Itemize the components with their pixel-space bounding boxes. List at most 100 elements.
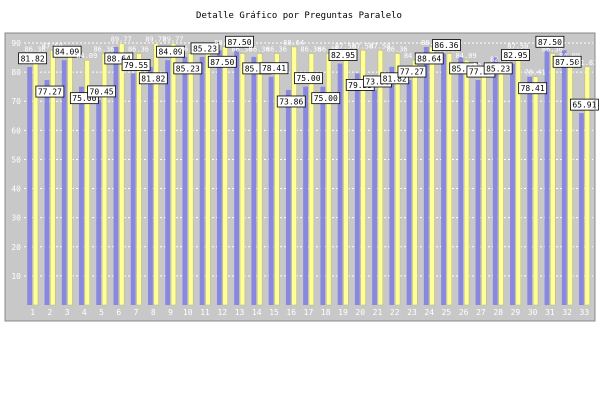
data-label-box <box>311 92 341 105</box>
x-tick-label: 20 <box>355 308 365 317</box>
y-tick-label: 10 <box>11 272 21 281</box>
data-label: 86.36 <box>180 46 201 54</box>
data-label: 86.36 <box>318 46 339 54</box>
bar <box>360 50 366 306</box>
data-label: 79.55 <box>348 81 372 90</box>
data-label-box <box>190 42 220 55</box>
grid-layer <box>24 42 593 277</box>
x-tick-label: 15 <box>269 308 279 317</box>
data-label: 78.41 <box>525 69 546 77</box>
bar <box>561 50 567 306</box>
data-label: 75.00 <box>296 74 320 83</box>
y-tick-label: 70 <box>11 97 21 106</box>
y-tick-label: 20 <box>11 243 21 252</box>
data-label: 84.09 <box>55 48 79 57</box>
bar <box>216 50 222 306</box>
data-label-box <box>552 55 582 68</box>
data-label: 89.77 <box>111 36 132 44</box>
data-label-box <box>518 82 548 95</box>
bar <box>544 50 550 306</box>
data-label: 82.95 <box>490 56 511 64</box>
data-label-box <box>18 52 48 65</box>
bar <box>446 53 453 306</box>
bar <box>441 53 446 306</box>
bar <box>44 80 50 305</box>
data-label-box <box>397 65 427 78</box>
data-label-box <box>276 95 306 108</box>
bar <box>147 66 153 305</box>
data-label-box <box>69 92 99 105</box>
y-tick-label: 30 <box>11 214 21 223</box>
data-label: 65.91 <box>572 101 596 110</box>
data-label-box <box>35 85 65 98</box>
data-label: 73.86 <box>279 97 303 106</box>
bar <box>136 53 142 306</box>
bar <box>337 63 343 306</box>
bar <box>61 60 67 305</box>
data-label: 84.09 <box>159 48 183 57</box>
x-tick-label: 25 <box>442 308 452 317</box>
data-label: 82.95 <box>503 51 527 60</box>
bar <box>84 59 90 306</box>
plot-border <box>4 32 596 322</box>
x-tick-label: 22 <box>390 308 400 317</box>
data-label-box <box>207 55 237 68</box>
chart-title: Detalle Gráfico por Preguntas Paralelo <box>196 11 402 21</box>
data-label-box <box>535 35 565 48</box>
data-label: 88.64 <box>283 39 304 47</box>
data-label: 77.27 <box>469 68 493 77</box>
x-tick-label: 27 <box>476 308 486 317</box>
x-tick-label: 7 <box>134 308 139 317</box>
data-label: 87.50 <box>538 38 562 47</box>
data-label: 86.36 <box>93 46 114 54</box>
x-tick-label: 24 <box>424 308 434 317</box>
data-label: 87.50 <box>335 42 356 50</box>
bar <box>27 66 33 305</box>
bar <box>205 50 211 306</box>
data-label: 86.36 <box>434 41 458 50</box>
data-label: 85.23 <box>176 64 200 73</box>
bar <box>308 53 315 306</box>
y-tick-label: 40 <box>11 185 21 194</box>
data-label: 85.23 <box>245 64 269 73</box>
data-label: 87.50 <box>210 58 234 67</box>
x-tick-label: 33 <box>580 308 590 317</box>
data-label: 87.50 <box>555 58 579 67</box>
data-label: 86.36 <box>128 46 149 54</box>
bar <box>153 43 159 306</box>
bar <box>222 46 228 306</box>
bar <box>550 53 556 306</box>
x-tick-label: 5 <box>99 308 104 317</box>
data-label-box <box>569 98 599 111</box>
x-tick-label: 6 <box>116 308 121 317</box>
bar <box>458 56 464 305</box>
y-tick-label: 90 <box>11 39 21 48</box>
bar <box>274 53 280 306</box>
x-tick-label: 8 <box>151 308 156 317</box>
data-label-box <box>501 49 530 61</box>
bar <box>475 80 481 305</box>
data-label: 88.64 <box>107 54 131 63</box>
data-label: 86.36 <box>24 46 45 54</box>
bar <box>354 73 360 305</box>
data-label-box <box>328 49 358 61</box>
data-label: 86.36 <box>387 46 408 54</box>
data-label: 88.64 <box>417 54 441 63</box>
data-label-box <box>104 52 134 65</box>
bar <box>291 46 297 306</box>
data-label: 87.50 <box>369 42 390 50</box>
data-label: 87.50 <box>227 38 251 47</box>
data-label: 75.00 <box>72 94 96 103</box>
data-label-box <box>225 35 254 48</box>
data-label: 86.36 <box>300 46 321 54</box>
data-label: 70.45 <box>90 87 114 96</box>
data-label: 88.64 <box>421 39 442 47</box>
x-tick-label: 14 <box>252 308 262 317</box>
data-label-box <box>121 59 151 71</box>
data-label-box <box>259 62 289 75</box>
x-tick-label: 32 <box>562 308 572 317</box>
x-tick-label: 1 <box>30 308 35 317</box>
x-tick-label: 2 <box>47 308 52 317</box>
